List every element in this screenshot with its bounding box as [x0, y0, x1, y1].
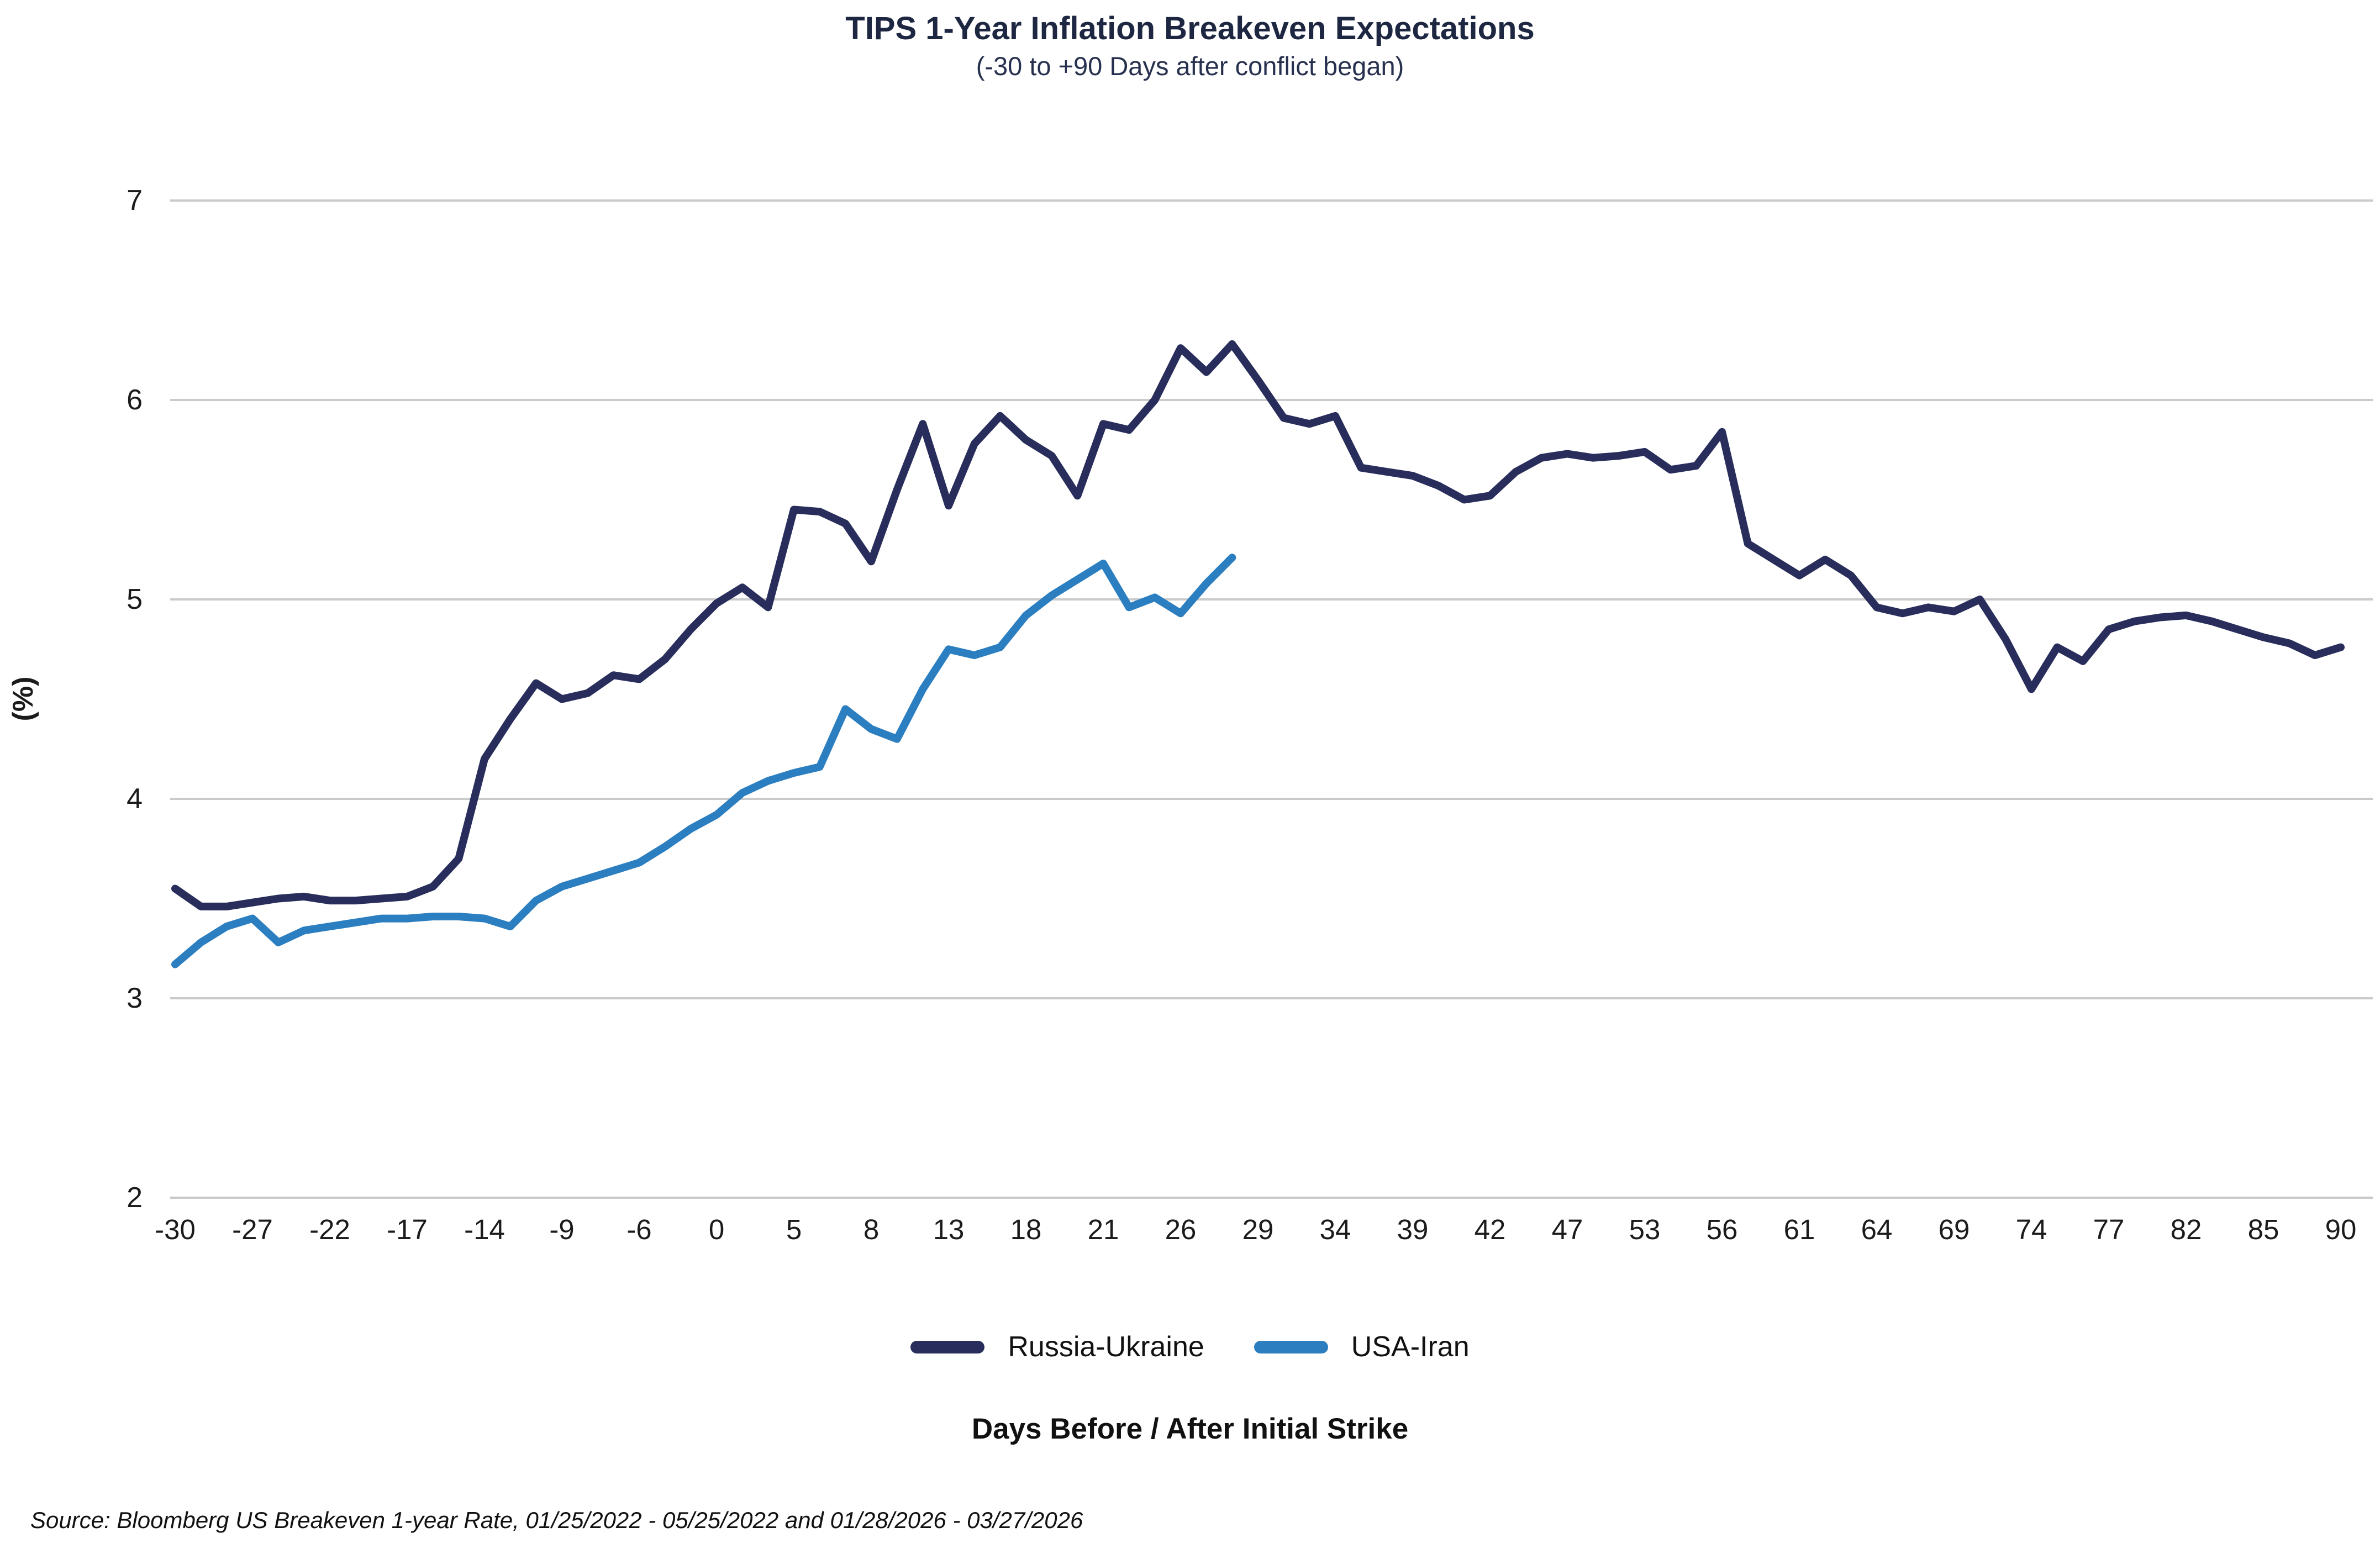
- x-tick-label: -9: [549, 1214, 575, 1245]
- legend-label-russia-ukraine: Russia-Ukraine: [1008, 1331, 1204, 1363]
- x-tick-label: 82: [2170, 1214, 2202, 1245]
- x-tick-label: 85: [2247, 1214, 2279, 1245]
- x-tick-label: 77: [2093, 1214, 2125, 1245]
- x-tick-label: -30: [155, 1214, 196, 1245]
- x-tick-label: 26: [1165, 1214, 1197, 1245]
- source-note: Source: Bloomberg US Breakeven 1-year Ra…: [30, 1507, 1083, 1533]
- legend: Russia-Ukraine USA-Iran: [0, 1330, 2380, 1363]
- y-tick-label: 6: [127, 384, 143, 416]
- x-tick-label: 69: [1938, 1214, 1970, 1245]
- x-tick-label: 39: [1397, 1214, 1429, 1245]
- x-tick-label: 61: [1783, 1214, 1815, 1245]
- x-tick-label: -17: [387, 1214, 428, 1245]
- legend-swatch-russia-ukraine-icon: [910, 1340, 985, 1353]
- x-tick-label: 90: [2325, 1214, 2357, 1245]
- series-line-russia-ukraine: [171, 340, 2345, 910]
- x-tick-label: -22: [309, 1214, 350, 1245]
- y-tick-label: 5: [127, 583, 143, 615]
- x-tick-label: -14: [464, 1214, 505, 1245]
- x-tick-label: 74: [2015, 1214, 2047, 1245]
- x-tick-label: 29: [1242, 1214, 1274, 1245]
- x-tick-label: -6: [626, 1214, 652, 1245]
- x-tick-label: 53: [1629, 1214, 1661, 1245]
- y-tick-label: 7: [127, 185, 143, 217]
- x-tick-label: 21: [1087, 1214, 1119, 1245]
- x-tick-label: 64: [1861, 1214, 1893, 1245]
- x-tick-label: 18: [1010, 1214, 1042, 1245]
- legend-swatch-usa-iran-icon: [1254, 1340, 1328, 1353]
- x-tick-label: 47: [1551, 1214, 1583, 1245]
- x-tick-label: 34: [1319, 1214, 1351, 1245]
- chart-subtitle: (-30 to +90 Days after conflict began): [976, 51, 1404, 81]
- x-tick-label: 0: [708, 1214, 725, 1245]
- x-tick-label: 8: [863, 1214, 880, 1245]
- chart-title: TIPS 1-Year Inflation Breakeven Expectat…: [845, 10, 1535, 46]
- x-tick-label: -27: [232, 1214, 273, 1245]
- x-tick-label: 42: [1474, 1214, 1506, 1245]
- x-axis-title: Days Before / After Initial Strike: [971, 1413, 1409, 1445]
- x-tick-label: 13: [933, 1214, 965, 1245]
- y-tick-label: 2: [127, 1182, 143, 1214]
- x-tick-label: 5: [786, 1214, 802, 1245]
- y-tick-label: 3: [127, 982, 143, 1014]
- legend-item-russia-ukraine: Russia-Ukraine: [910, 1330, 1204, 1363]
- series-line-usa-iran: [171, 554, 1236, 968]
- x-tick-label: 56: [1706, 1214, 1738, 1245]
- legend-label-usa-iran: USA-Iran: [1351, 1331, 1470, 1363]
- legend-item-usa-iran: USA-Iran: [1254, 1330, 1470, 1363]
- y-axis-title: (%): [7, 676, 39, 721]
- y-tick-label: 4: [127, 783, 143, 815]
